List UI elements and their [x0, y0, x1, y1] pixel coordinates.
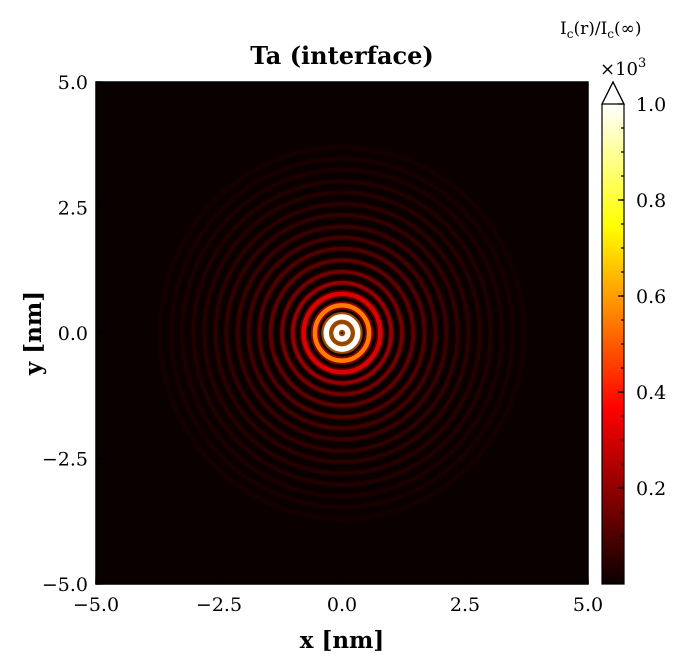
colorbar-scale-exponent: 3 [638, 56, 646, 71]
colorbar-tick-label: 0.4 [636, 382, 666, 404]
y-tick-label: 5.0 [58, 72, 88, 94]
chart-title: Ta (interface) [250, 41, 434, 70]
heatmap-ring [246, 235, 438, 431]
heatmap-ring [169, 157, 515, 509]
colorbar-label-mid: (r)/I [573, 19, 607, 39]
y-tick-label: −2.5 [42, 449, 88, 471]
colorbar-label: Ic(r)/Ic(∞) [560, 19, 641, 41]
y-tick-label: −5.0 [42, 574, 88, 596]
heatmap-ring [191, 179, 493, 487]
x-axis-label: x [nm] [300, 627, 385, 654]
colorbar-gradient [602, 104, 624, 584]
heatmap-ring [180, 168, 504, 498]
colorbar-label-sub1: c [567, 27, 574, 41]
x-tick-label: 0.0 [327, 594, 357, 616]
colorbar-ticks: 0.2 0.4 0.6 0.8 1.0 [618, 94, 666, 561]
heatmap-ring [291, 281, 393, 385]
colorbar-scale-base: ×10 [600, 59, 638, 80]
colorbar-label-end: (∞) [614, 19, 641, 39]
heatmap-ring [257, 246, 427, 420]
x-tick-label: −2.5 [196, 594, 242, 616]
heatmap-ring [235, 224, 449, 442]
colorbar-label-i: I [560, 19, 567, 39]
heatmap-ring [280, 270, 404, 396]
heatmap-rings [156, 144, 528, 522]
heatmap-ring [323, 314, 361, 352]
heatmap-ring [202, 190, 482, 476]
x-tick-label: −5.0 [73, 594, 119, 616]
colorbar-tick-label: 0.6 [636, 286, 666, 308]
plot-background [96, 82, 588, 584]
colorbar-frame [601, 80, 625, 585]
colorbar-scale: ×103 [600, 56, 646, 80]
colorbar: 0.2 0.4 0.6 0.8 1.0 [601, 80, 666, 585]
colorbar-tick-label: 1.0 [636, 94, 666, 116]
x-tick-label: 5.0 [573, 594, 603, 616]
y-tick-label: 0.0 [58, 323, 88, 345]
heatmap-ring [224, 213, 460, 453]
colorbar-tick-label: 0.8 [636, 190, 666, 212]
colorbar-tick-label: 0.2 [636, 478, 666, 500]
heatmap-ring [333, 324, 351, 342]
x-tick-label: 2.5 [450, 594, 480, 616]
colorbar-label-sub2: c [607, 27, 614, 41]
plot-area [95, 81, 589, 585]
heatmap-ring [268, 258, 416, 408]
y-axis-label: y [nm] [20, 291, 47, 376]
heatmap-ring [213, 202, 471, 464]
heatmap-ring [301, 291, 383, 375]
y-tick-label: 2.5 [58, 198, 88, 220]
heatmap-ring [158, 145, 526, 521]
x-axis-ticks: −5.0 −2.5 0.0 2.5 5.0 [73, 577, 603, 616]
heatmap-ring [312, 303, 372, 363]
colorbar-extend-triangle [601, 80, 625, 105]
y-axis-ticks: −5.0 −2.5 0.0 2.5 5.0 [42, 72, 103, 596]
